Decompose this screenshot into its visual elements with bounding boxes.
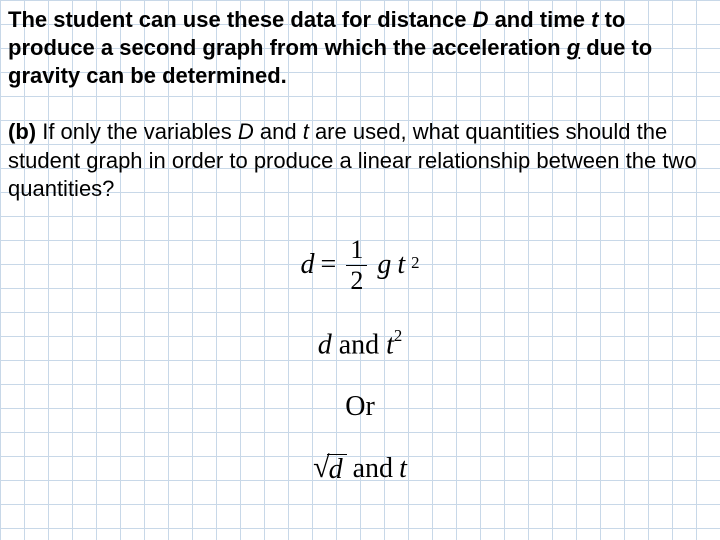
- p1-text-1: The student can use these data for dista…: [8, 7, 473, 32]
- eq-t: t: [397, 251, 405, 279]
- opt1-and: and: [332, 329, 386, 360]
- p2-text-2: and: [254, 119, 303, 144]
- eq-frac-num: 1: [346, 237, 367, 265]
- slide-content: The student can use these data for dista…: [8, 6, 712, 485]
- p1-text-2: and time: [488, 7, 591, 32]
- opt1-d: d: [318, 329, 332, 360]
- opt2-sqrt-d: √ d: [313, 454, 346, 484]
- opt1-t-squared: 2: [394, 326, 402, 345]
- equation-option-2: √ d and t: [8, 453, 712, 485]
- p2-text-1: If only the variables: [36, 119, 238, 144]
- eq-frac-den: 2: [346, 265, 367, 294]
- p2-label: (b): [8, 119, 36, 144]
- opt2-and: and: [353, 453, 393, 485]
- paragraph-2: (b) If only the variables D and t are us…: [8, 118, 712, 202]
- eq-fraction: 1 2: [346, 237, 367, 294]
- opt2-t: t: [399, 453, 407, 485]
- equation-main: d = 1 2 gt2: [8, 237, 712, 294]
- equation-block: d = 1 2 gt2 d and t2 Or √ d and t: [8, 237, 712, 485]
- eq-t-squared: 2: [411, 255, 419, 272]
- eq-d: d: [301, 251, 315, 279]
- paragraph-1: The student can use these data for dista…: [8, 6, 712, 90]
- p1-var-D: D: [473, 7, 489, 32]
- or-text: Or: [345, 391, 375, 422]
- p2-var-D: D: [238, 119, 254, 144]
- opt1-t: t: [386, 329, 394, 360]
- sqrt-radical-icon: √: [313, 453, 329, 483]
- equation-or: Or: [8, 391, 712, 423]
- equation-option-1: d and t2: [8, 328, 712, 361]
- p1-var-g: g: [567, 35, 580, 60]
- eq-g: g: [377, 251, 391, 279]
- eq-equals: =: [321, 251, 337, 279]
